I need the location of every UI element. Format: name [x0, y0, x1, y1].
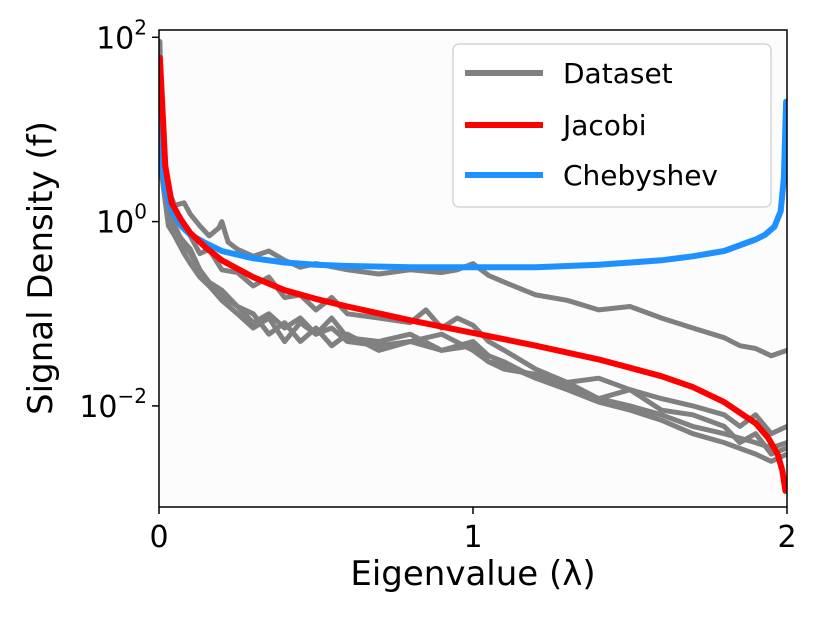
- x-tick-label: 2: [777, 520, 796, 555]
- dataset-series-line-1: [159, 71, 787, 359]
- legend-box: [452, 43, 772, 208]
- dataset-series-line-5: [159, 90, 787, 451]
- y-tick-label: 100: [96, 200, 147, 241]
- dataset-series-line-2: [159, 39, 787, 437]
- chebyshev-series-line: [159, 98, 787, 271]
- legend-dataset-label: Dataset: [563, 57, 673, 90]
- x-tick-label: 0: [149, 520, 168, 555]
- x-tick-label: 1: [463, 520, 482, 555]
- x-axis-label: Eigenvalue (λ): [350, 554, 595, 594]
- legend: Dataset Jacobi Chebyshev: [452, 43, 772, 208]
- y-tick-label: 102: [96, 15, 147, 56]
- series-layer: [159, 39, 787, 494]
- jacobi-series-line: [159, 54, 787, 494]
- legend-jacobi-label: Jacobi: [561, 109, 647, 142]
- ticks-layer: 0 1 2 10−2 100 102: [79, 15, 796, 555]
- dataset-series-line-4: [159, 99, 787, 464]
- legend-chebyshev-label: Chebyshev: [563, 159, 718, 192]
- y-axis-label: Signal Density (f): [21, 121, 61, 415]
- y-tick-label: 10−2: [79, 384, 147, 425]
